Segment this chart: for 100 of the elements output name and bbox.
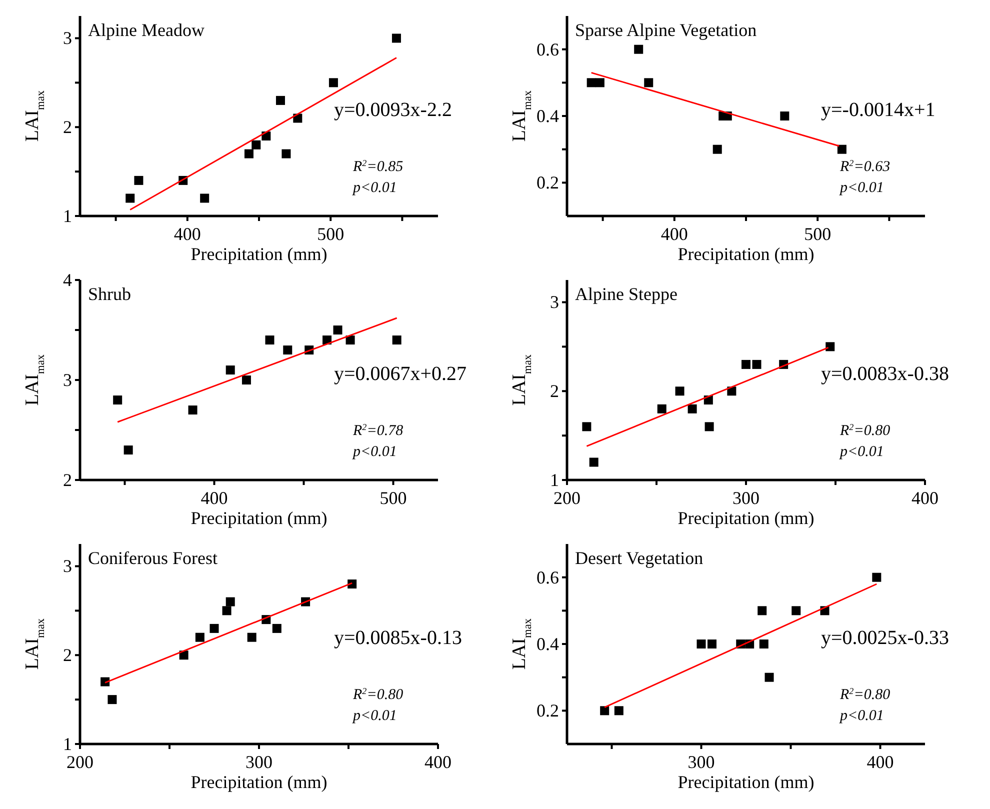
point — [758, 606, 767, 616]
point — [226, 597, 235, 606]
point — [252, 140, 261, 150]
point — [675, 386, 684, 396]
annotation: R$^{2}$=0.63 — [839, 158, 890, 175]
point — [872, 572, 882, 582]
point — [188, 406, 198, 414]
point — [644, 78, 654, 88]
point — [634, 44, 644, 54]
point — [134, 176, 144, 185]
y-tick-label: 0.6 — [536, 39, 559, 60]
point — [328, 78, 338, 88]
y-tick-label: 2 — [550, 381, 559, 402]
point — [586, 78, 596, 88]
point — [614, 706, 624, 716]
point — [764, 672, 774, 682]
point — [346, 336, 355, 344]
point — [242, 376, 251, 384]
point — [707, 640, 716, 648]
y-tick-label: 1 — [63, 206, 72, 226]
y-tick-label: 0.4 — [536, 106, 559, 126]
annotation: p<0.01 — [839, 708, 884, 724]
y-tick-label: 3 — [63, 370, 72, 390]
annotation: y=0.0085x-0.13 — [334, 627, 462, 649]
point — [283, 346, 292, 354]
point — [124, 446, 133, 454]
y-tick-label: 3 — [550, 292, 559, 312]
x-tick-label: 200 — [66, 752, 94, 772]
chart-title: Coniferous Forest — [88, 548, 218, 568]
point — [126, 194, 135, 203]
point — [826, 342, 835, 352]
annotation: y=0.0093x-2.2 — [334, 99, 452, 121]
point — [742, 360, 750, 369]
x-tick-label: 400 — [200, 488, 228, 508]
chart-title: Alpine Steppe — [575, 284, 678, 304]
x-axis-title: Precipitation (mm) — [190, 508, 328, 528]
point — [348, 580, 357, 588]
annotation: p<0.01 — [839, 180, 884, 196]
chart-title: Alpine Meadow — [88, 20, 204, 40]
x-tick-label: 400 — [866, 752, 894, 772]
annotation: p<0.01 — [839, 444, 884, 460]
x-tick-label: 400 — [424, 752, 452, 772]
x-tick-label: 400 — [660, 224, 688, 244]
point — [247, 632, 256, 642]
x-axis-title: Precipitation (mm) — [190, 772, 328, 792]
point — [589, 458, 598, 467]
x-axis-title: Precipitation (mm) — [678, 772, 814, 792]
point — [108, 695, 117, 704]
point — [226, 366, 235, 374]
point — [696, 640, 706, 648]
point — [759, 640, 768, 648]
annotation: R$^{2}$=0.78 — [352, 422, 404, 439]
y-tick-label: 2 — [63, 470, 72, 490]
x-axis-title: Precipitation (mm) — [190, 244, 328, 264]
point — [392, 336, 402, 344]
point — [595, 78, 604, 88]
point — [113, 396, 122, 404]
annotation: y=-0.0014x+1 — [821, 99, 936, 121]
point — [712, 144, 722, 154]
point — [100, 677, 110, 686]
point — [792, 606, 801, 616]
y-tick-label: 1 — [63, 734, 72, 754]
annotation: R$^{2}$=0.80 — [839, 422, 891, 439]
point — [704, 422, 714, 432]
point — [195, 632, 204, 642]
annotation: p<0.01 — [352, 444, 397, 460]
point — [333, 326, 342, 334]
y-tick-label: 2 — [63, 645, 72, 666]
x-tick-label: 500 — [804, 224, 832, 244]
y-tick-label: 3 — [63, 556, 72, 576]
annotation: R$^{2}$=0.80 — [352, 686, 404, 703]
annotation: y=0.0067x+0.27 — [334, 363, 467, 385]
annotation: y=0.0025x-0.33 — [821, 627, 949, 649]
annotation: p<0.01 — [352, 180, 397, 196]
x-tick-label: 300 — [688, 752, 715, 772]
annotation: R$^{2}$=0.80 — [839, 686, 891, 703]
x-tick-label: 400 — [912, 488, 938, 508]
y-tick-label: 0.2 — [536, 700, 559, 721]
point — [657, 404, 666, 414]
y-tick-label: 0.4 — [536, 634, 559, 654]
y-tick-label: 2 — [63, 117, 72, 138]
annotation: p<0.01 — [352, 708, 397, 724]
point — [210, 624, 219, 633]
chart-title: Sparse Alpine Vegetation — [575, 20, 757, 40]
point — [752, 360, 762, 369]
x-tick-label: 300 — [732, 488, 760, 508]
annotation: y=0.0083x-0.38 — [821, 363, 949, 385]
chart-title: Desert Vegetation — [575, 548, 704, 568]
point — [200, 194, 210, 203]
chart-title: Shrub — [88, 284, 132, 304]
y-tick-label: 0.6 — [536, 567, 559, 588]
point — [222, 606, 232, 616]
x-tick-label: 500 — [380, 488, 407, 508]
point — [272, 624, 282, 633]
point — [392, 34, 401, 43]
point — [276, 96, 285, 105]
y-tick-label: 3 — [63, 28, 72, 48]
x-axis-title: Precipitation (mm) — [678, 508, 814, 528]
point — [265, 336, 274, 344]
x-tick-label: 300 — [246, 752, 272, 772]
